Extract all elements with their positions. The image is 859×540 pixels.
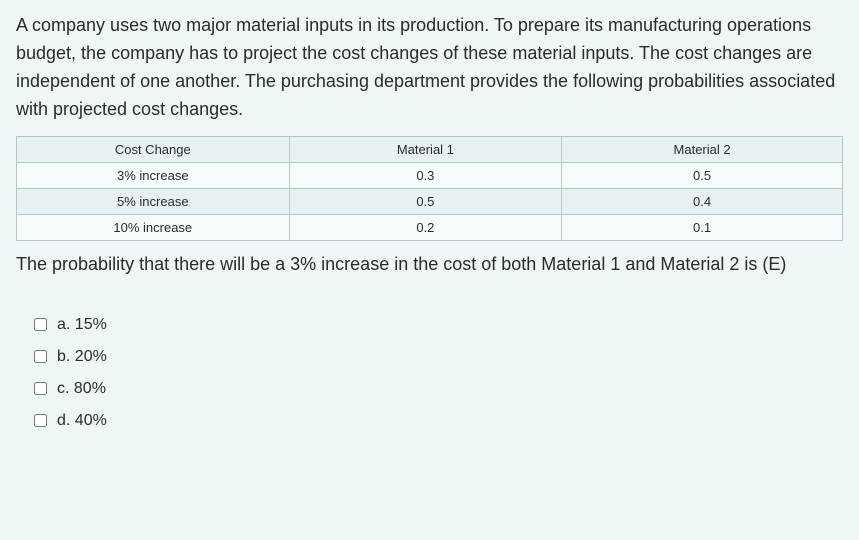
- answer-options: a. 15% b. 20% c. 80% d. 40%: [16, 316, 843, 430]
- option-c-checkbox[interactable]: [34, 382, 47, 395]
- option-b-label: b. 20%: [57, 348, 107, 366]
- option-d-checkbox[interactable]: [34, 414, 47, 427]
- option-d-label: d. 40%: [57, 412, 107, 430]
- cell-material-2: 0.5: [562, 162, 843, 188]
- table-row: 10% increase 0.2 0.1: [17, 214, 843, 240]
- cell-material-1: 0.2: [289, 214, 562, 240]
- cell-cost-change: 5% increase: [17, 188, 290, 214]
- col-header-material-1: Material 1: [289, 136, 562, 162]
- cell-cost-change: 3% increase: [17, 162, 290, 188]
- option-b-checkbox[interactable]: [34, 350, 47, 363]
- cell-material-2: 0.4: [562, 188, 843, 214]
- option-c-label: c. 80%: [57, 380, 106, 398]
- option-a[interactable]: a. 15%: [34, 316, 843, 334]
- cell-material-1: 0.5: [289, 188, 562, 214]
- table-header-row: Cost Change Material 1 Material 2: [17, 136, 843, 162]
- probability-table: Cost Change Material 1 Material 2 3% inc…: [16, 136, 843, 241]
- cell-cost-change: 10% increase: [17, 214, 290, 240]
- option-a-checkbox[interactable]: [34, 318, 47, 331]
- option-a-label: a. 15%: [57, 316, 107, 334]
- option-d[interactable]: d. 40%: [34, 412, 843, 430]
- option-b[interactable]: b. 20%: [34, 348, 843, 366]
- cell-material-2: 0.1: [562, 214, 843, 240]
- table-row: 3% increase 0.3 0.5: [17, 162, 843, 188]
- cell-material-1: 0.3: [289, 162, 562, 188]
- col-header-material-2: Material 2: [562, 136, 843, 162]
- table-row: 5% increase 0.5 0.4: [17, 188, 843, 214]
- option-c[interactable]: c. 80%: [34, 380, 843, 398]
- question-stem: A company uses two major material inputs…: [16, 12, 843, 124]
- col-header-cost-change: Cost Change: [17, 136, 290, 162]
- question-followup: The probability that there will be a 3% …: [16, 251, 843, 278]
